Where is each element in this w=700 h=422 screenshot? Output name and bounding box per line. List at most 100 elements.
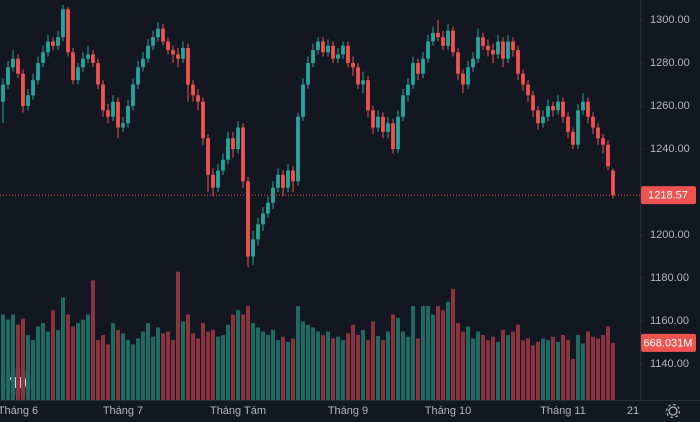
candle-body — [191, 84, 195, 96]
candle-body — [146, 45, 150, 59]
volume-bar — [216, 336, 220, 400]
volume-bar — [431, 314, 435, 400]
volume-bar — [481, 335, 485, 400]
volume-bar — [531, 345, 535, 400]
candle-body — [276, 174, 280, 188]
candle-body — [461, 73, 465, 85]
candle-body — [151, 37, 155, 46]
volume-bar — [61, 297, 65, 400]
volume-bar — [266, 335, 270, 400]
volume-bar — [361, 329, 365, 400]
candle-body — [136, 67, 140, 85]
volume-bar — [126, 340, 130, 400]
volume-bar — [191, 333, 195, 400]
volume-bar — [6, 319, 10, 400]
volume-bar — [611, 342, 615, 400]
volume-bar — [171, 340, 175, 400]
volume-bar — [66, 314, 70, 400]
volume-bar — [496, 341, 500, 400]
volume-bar — [291, 338, 295, 400]
candle-body — [381, 116, 385, 132]
candle-body — [346, 45, 350, 64]
candle-body — [601, 138, 605, 145]
volume-bar — [231, 314, 235, 400]
candle-body — [236, 127, 240, 150]
volume-bar — [181, 321, 185, 400]
candle-body — [521, 73, 525, 85]
settings-icon[interactable] — [665, 403, 681, 419]
volume-bar — [551, 336, 555, 400]
candle-body — [326, 45, 330, 53]
candle-body — [341, 45, 345, 55]
candle-body — [371, 110, 375, 128]
candle-body — [361, 80, 365, 85]
candle-body — [481, 37, 485, 46]
candle-body — [281, 174, 285, 188]
volume-bar — [366, 340, 370, 400]
candle-body — [206, 138, 210, 175]
candle-body — [261, 213, 265, 225]
volume-bar — [41, 323, 45, 400]
volume-bar — [226, 324, 230, 400]
volume-bar — [381, 340, 385, 400]
candle-body — [251, 239, 255, 257]
volume-bar — [526, 338, 530, 400]
gear-ring — [668, 406, 678, 416]
volume-bar — [301, 321, 305, 400]
volume-bar — [351, 324, 355, 400]
candle-body — [496, 41, 500, 55]
volume-bar — [211, 329, 215, 400]
candle-body — [501, 41, 505, 59]
volume-bar — [571, 358, 575, 400]
volume-bar — [141, 331, 145, 400]
candle-body — [171, 50, 175, 55]
volume-bar — [326, 331, 330, 400]
candle-body — [116, 101, 120, 128]
volume-bar — [1, 314, 5, 400]
volume-bar — [166, 331, 170, 400]
candle-body — [526, 84, 530, 96]
candle-body — [301, 84, 305, 117]
candle-body — [106, 110, 110, 117]
candle-body — [81, 58, 85, 68]
volume-bar — [541, 338, 545, 400]
volume-bar — [186, 314, 190, 400]
candle-body — [231, 138, 235, 150]
candle-body — [241, 127, 245, 182]
candle-body — [291, 170, 295, 182]
volume-bar — [46, 331, 50, 400]
candle-body — [321, 41, 325, 53]
candle-body — [21, 73, 25, 107]
candle-body — [166, 41, 170, 51]
last-volume-tag — [641, 333, 696, 352]
volume-bar — [581, 343, 585, 400]
volume-bar — [251, 323, 255, 400]
candle-body — [611, 170, 615, 196]
x-tick-label: Tháng 6 — [0, 405, 38, 417]
candle-body — [71, 52, 75, 81]
volume-bar — [271, 329, 275, 400]
candle-body — [266, 202, 270, 214]
y-tick-label: 1260.00 — [650, 100, 690, 112]
candle-body — [566, 116, 570, 132]
y-tick-label: 1240.00 — [650, 143, 690, 155]
volume-bar — [296, 305, 300, 400]
volume-layer — [1, 271, 615, 400]
candle-body — [466, 67, 470, 85]
volume-bar — [51, 310, 55, 400]
candle-body — [576, 110, 580, 145]
candle-body — [591, 116, 595, 128]
volume-bar — [556, 341, 560, 400]
candle-body — [311, 50, 315, 64]
volume-bar — [146, 323, 150, 400]
volume-bar — [511, 331, 515, 400]
volume-bar — [491, 336, 495, 400]
last-price-label: 1218.57 — [648, 190, 688, 202]
candle-body — [256, 224, 260, 240]
volume-bar — [91, 280, 95, 400]
candle-body — [541, 116, 545, 124]
volume-bar — [236, 310, 240, 400]
volume-bar — [441, 310, 445, 400]
candle-body — [61, 9, 65, 38]
